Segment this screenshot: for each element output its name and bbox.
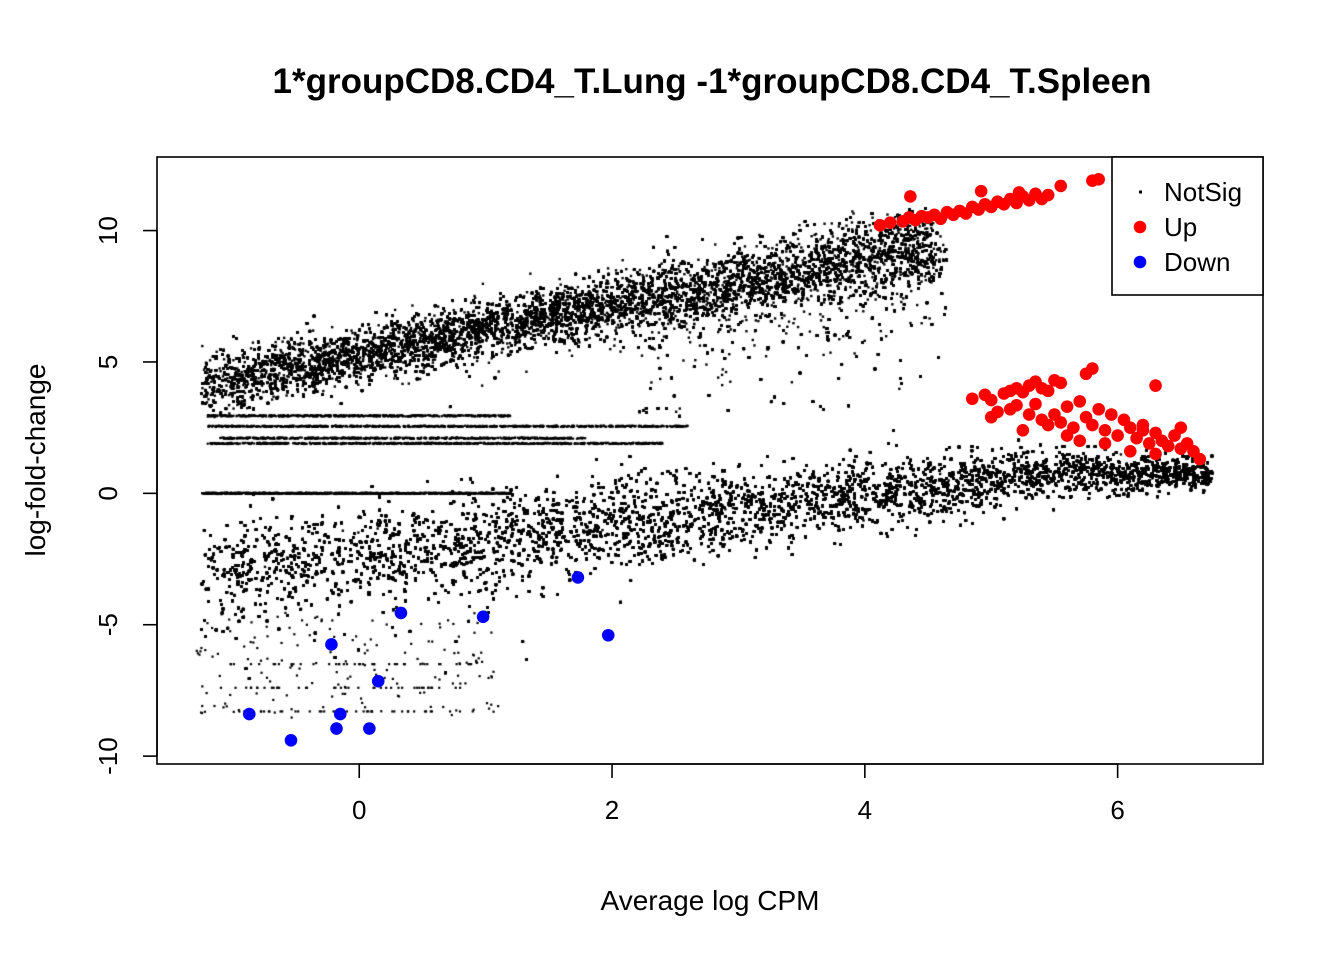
up-point xyxy=(984,393,998,407)
up-point xyxy=(904,190,917,203)
up-point xyxy=(1060,400,1074,413)
up-point xyxy=(1161,439,1175,453)
up-point xyxy=(1041,418,1055,432)
up-point xyxy=(1123,445,1137,458)
up-point xyxy=(1054,376,1068,390)
up-point xyxy=(1054,179,1068,193)
up-point xyxy=(1073,395,1087,408)
legend-marker-down xyxy=(1133,255,1147,269)
down-point xyxy=(242,707,256,721)
up-point xyxy=(1029,397,1042,411)
up-point xyxy=(1149,379,1162,392)
up-point xyxy=(1193,452,1207,466)
y-tick-label: -5 xyxy=(93,613,123,636)
up-point xyxy=(974,184,988,198)
up-point xyxy=(1060,429,1074,442)
y-axis: -10 -5 0 5 10 xyxy=(93,216,158,775)
up-point xyxy=(991,405,1004,419)
up-point xyxy=(1174,421,1188,434)
down-point xyxy=(325,638,338,651)
up-point xyxy=(1136,423,1150,437)
up-point xyxy=(1142,437,1156,450)
x-tick-label: 2 xyxy=(605,795,619,825)
up-point xyxy=(1073,434,1087,448)
y-tick-label: -10 xyxy=(93,737,123,775)
up-point xyxy=(1012,186,1026,199)
up-point xyxy=(965,392,979,406)
x-tick-label: 0 xyxy=(352,795,366,825)
down-point xyxy=(476,610,490,624)
up-point xyxy=(1092,173,1105,186)
down-point xyxy=(571,571,585,584)
down-point xyxy=(394,606,408,620)
up-point xyxy=(1098,437,1112,450)
legend-label-notsig: NotSig xyxy=(1164,177,1242,207)
x-tick-label: 6 xyxy=(1110,795,1124,825)
legend-label-down: Down xyxy=(1164,247,1230,277)
x-axis: 0 2 4 6 xyxy=(352,763,1125,825)
up-point xyxy=(1149,447,1162,461)
x-axis-label: Average log CPM xyxy=(601,885,820,916)
up-point xyxy=(1041,384,1055,398)
y-axis-label: log-fold-change xyxy=(20,363,51,556)
down-point xyxy=(601,628,615,642)
up-point xyxy=(1092,402,1105,416)
y-tick-label: 0 xyxy=(93,486,123,500)
down-point xyxy=(333,707,347,721)
up-point xyxy=(1111,429,1124,442)
y-tick-label: 10 xyxy=(93,216,123,245)
down-point xyxy=(363,722,376,735)
up-point xyxy=(1105,408,1118,421)
down-point xyxy=(371,674,385,688)
up-point xyxy=(873,219,887,232)
legend-label-up: Up xyxy=(1164,212,1197,242)
down-point xyxy=(284,734,298,747)
up-point xyxy=(1010,399,1023,412)
up-point xyxy=(1086,418,1099,432)
up-point xyxy=(1123,421,1137,434)
x-tick-label: 4 xyxy=(858,795,872,825)
legend: NotSig Up Down xyxy=(1111,156,1264,296)
y-tick-label: 5 xyxy=(93,355,123,369)
up-point xyxy=(1098,423,1112,437)
up-point xyxy=(1022,408,1036,421)
up-point xyxy=(1054,416,1068,429)
legend-marker-notsig xyxy=(1139,190,1142,194)
up-point xyxy=(1016,423,1030,437)
up-point xyxy=(1041,188,1055,202)
legend-marker-up xyxy=(1133,220,1147,234)
up-point xyxy=(1086,362,1099,375)
down-point xyxy=(330,722,343,735)
up-point xyxy=(883,216,897,229)
